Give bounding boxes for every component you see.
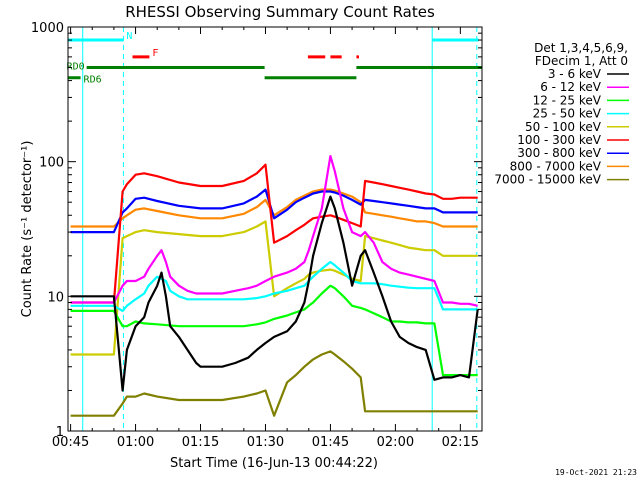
flag-label-rd0: RD0: [67, 62, 85, 73]
y-axis-label: Count Rate (s⁻¹ detector⁻¹): [20, 141, 35, 318]
series-800-7000-kev: [70, 188, 478, 228]
axis-layer: 00:45 01:00 01:15 01:30 01:45 02:00 02:15 1 10 10…: [31, 21, 482, 450]
series-100-300-kev: [70, 163, 478, 304]
chart-title: RHESSI Observing Summary Count Rates: [125, 3, 435, 21]
legend-title-line-1: Det 1,3,4,5,6,9,: [534, 41, 628, 55]
flag-label-n: N: [126, 31, 132, 42]
legend-title-line-2: FDecim 1, Att 0: [535, 54, 628, 68]
series-layer: [70, 155, 479, 417]
series-25-50-kev: [70, 260, 478, 312]
series-50-100-kev: [70, 220, 478, 356]
legend-entry-100-300-kev: 100 - 300 keV: [517, 133, 601, 147]
series-300-800-kev: [70, 188, 478, 234]
legend-entry-6-12-kev: 6 - 12 keV: [540, 80, 602, 94]
legend-entry-7000-15000-kev: 7000 - 15000 keV: [494, 173, 601, 187]
flag-label-f: F: [152, 48, 158, 59]
y-tick-label: 1000: [31, 21, 64, 36]
x-axis-label: Start Time (16-Jun-13 00:44:22): [170, 456, 378, 471]
legend-entry-25-50-kev: 25 - 50 keV: [533, 107, 602, 121]
legend-entry-12-25-kev: 12 - 25 keV: [533, 93, 602, 107]
x-tick-label: 02:00: [377, 435, 414, 450]
legend-entry-3-6-kev: 3 - 6 keV: [548, 67, 602, 81]
y-tick-label: 100: [39, 156, 64, 171]
series-12-25-kev: [70, 284, 478, 377]
timestamp: 19-Oct-2021 21:23: [555, 468, 637, 477]
legend-entry-50-100-kev: 50 - 100 keV: [525, 120, 602, 134]
plot-frame: [67, 26, 483, 432]
y-tick-label: 10: [47, 290, 64, 305]
flag-label-rd6: RD6: [84, 75, 102, 86]
series-3-6-kev: [70, 195, 479, 392]
plot-layer: [82, 27, 478, 431]
x-tick-label: 01:45: [312, 435, 349, 450]
x-tick-label: 01:00: [117, 435, 154, 450]
series-6-12-kev: [70, 155, 478, 307]
x-tick-label: 01:30: [247, 435, 284, 450]
series-7000-15000-kev: [70, 350, 478, 417]
x-tick-label: 00:45: [52, 435, 89, 450]
legend: Det 1,3,4,5,6,9,FDecim 1, Att 03 - 6 keV…: [494, 41, 629, 187]
x-tick-label: 01:15: [182, 435, 219, 450]
x-tick-label: 02:15: [442, 435, 479, 450]
legend-entry-800-7000-kev: 800 - 7000 keV: [510, 159, 602, 173]
flag-layer: N F RD0 RD6: [67, 31, 482, 86]
y-tick-label: 1: [56, 425, 64, 440]
legend-entry-300-800-kev: 300 - 800 keV: [517, 146, 601, 160]
